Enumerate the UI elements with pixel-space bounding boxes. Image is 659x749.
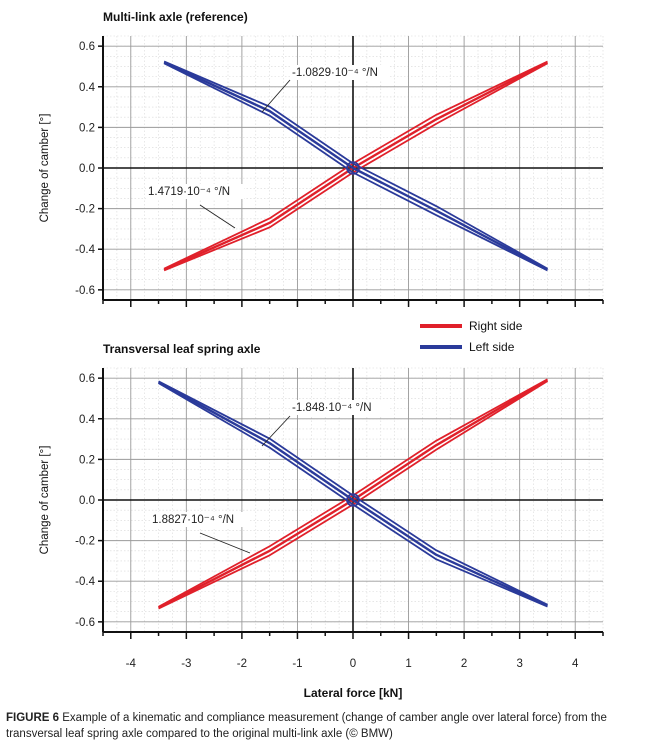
y-tick-label: 0.0	[79, 163, 95, 175]
x-tick-label: 0	[350, 658, 356, 670]
annotation-text: 1.8827·10⁻⁴ °/N	[152, 514, 234, 526]
annotation-background	[146, 184, 244, 199]
x-tick-label: 3	[516, 658, 522, 670]
x-tick-label: -1	[292, 658, 302, 670]
legend-label-left-side: Left side	[469, 340, 515, 354]
y-tick-label: 0.6	[79, 41, 95, 53]
annotation-text: -1.848·10⁻⁴ °/N	[292, 402, 372, 414]
y-tick-label: 0.2	[79, 454, 95, 466]
x-tick-label: 1	[405, 658, 411, 670]
series-line-left-side	[163, 60, 548, 270]
y-tick-label: -0.2	[75, 536, 95, 548]
y-axis-label: Change of camber [°]	[39, 114, 51, 223]
caption-text: Example of a kinematic and compliance me…	[6, 712, 607, 740]
x-tick-label: -4	[126, 658, 137, 670]
figure-caption: FIGURE 6 Example of a kinematic and comp…	[6, 710, 656, 742]
annotation-text: 1.4719·10⁻⁴ °/N	[148, 186, 230, 198]
y-tick-label: 0.0	[79, 495, 95, 507]
annotation-leader	[199, 532, 251, 554]
shared-x-axis: -4 -3 -2 -1 0 1 2 3 4 Lateral force [kN]	[126, 658, 579, 700]
annotation-leader	[261, 79, 291, 113]
x-tick-label: 4	[572, 658, 579, 670]
series-line-left-side	[158, 382, 548, 608]
y-tick-label: 0.4	[79, 82, 96, 94]
y-tick-label: -0.4	[75, 576, 95, 588]
chart-transversal-leaf-spring-axle: Transversal leaf spring axle 0.6 0.4 0.2 0.0…	[39, 342, 604, 639]
x-tick-label: -3	[181, 658, 191, 670]
x-axis-label: Lateral force [kN]	[304, 686, 403, 700]
chart-title: Transversal leaf spring axle	[103, 342, 261, 356]
annotation-background	[290, 65, 388, 80]
y-tick-label: 0.6	[79, 373, 95, 385]
series-loop-origin	[346, 493, 360, 507]
series-line-left-side	[158, 380, 548, 606]
series-line-left-side	[163, 62, 548, 272]
legend: Right side Left side	[420, 319, 523, 354]
chart-title: Multi-link axle (reference)	[103, 10, 248, 24]
y-tick-label: 0.4	[79, 414, 96, 426]
legend-label-right-side: Right side	[469, 319, 523, 333]
y-tick-label: -0.2	[75, 204, 95, 216]
annotation-background	[290, 400, 388, 415]
series-line-left-side	[157, 381, 548, 607]
x-tick-label: 2	[461, 658, 467, 670]
y-tick-label: -0.6	[75, 617, 95, 629]
annotation-background	[150, 512, 248, 527]
annotation-text: -1.0829·10⁻⁴ °/N	[292, 67, 378, 79]
y-tick-label: -0.6	[75, 285, 95, 297]
y-tick-label: 0.2	[79, 122, 95, 134]
annotation-leader	[261, 415, 291, 447]
annotation-leader	[199, 204, 236, 229]
chart-multi-link-axle: Multi-link axle (reference) 0.6 0.4 0.2 0.0 -…	[39, 10, 604, 307]
figure: Multi-link axle (reference) 0.6 0.4 0.2 0.0 -…	[39, 10, 604, 700]
y-axis-label: Change of camber [°]	[39, 446, 51, 555]
caption-label: FIGURE 6	[6, 712, 60, 724]
series-loop-origin	[346, 161, 360, 175]
series-line-left-side	[163, 61, 549, 271]
x-tick-label: -2	[237, 658, 247, 670]
y-tick-label: -0.4	[75, 244, 95, 256]
